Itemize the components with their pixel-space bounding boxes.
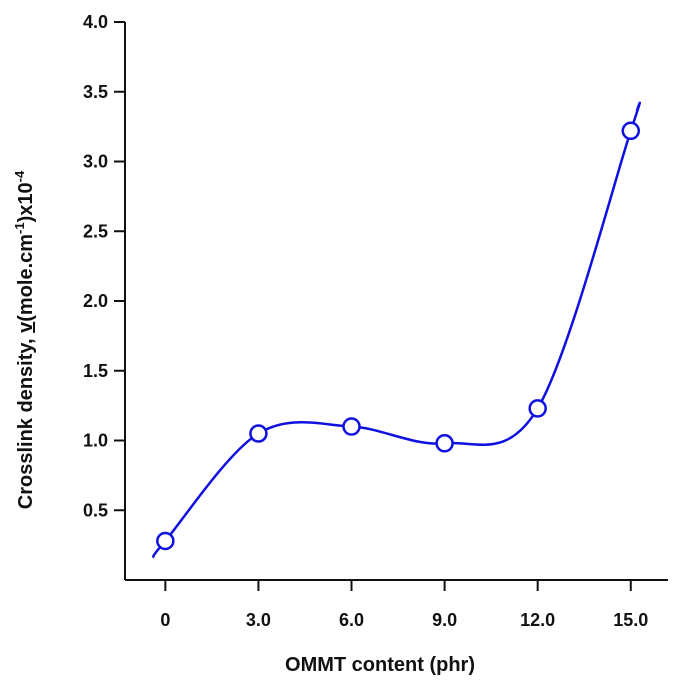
y-tick-label-0: 0.5 <box>83 500 108 520</box>
y-axis-title-unit-exponent: -1 <box>12 222 27 234</box>
data-points <box>156 121 641 551</box>
y-tick-label-6: 3.5 <box>83 82 108 102</box>
y-axis-title-suffix-exponent: -4 <box>12 170 27 182</box>
y-tick-label-1: 1.0 <box>83 431 108 451</box>
y-axis-title: Crosslink density, v(mole.cm-1)x10-4 <box>12 170 37 509</box>
data-point-0 <box>156 531 175 551</box>
y-tick-label-7: 4.0 <box>83 12 108 32</box>
x-axis-title: OMMT content (phr) <box>285 654 475 676</box>
x-tick-label-3: 9.0 <box>432 610 457 630</box>
y-ticks: 0.5 1.0 1.5 2.0 2.5 3.0 3.5 4.0 <box>83 12 125 520</box>
x-tick-label-0: 0 <box>160 610 170 630</box>
data-point-2 <box>342 417 361 436</box>
y-tick-label-2: 1.5 <box>83 361 108 381</box>
y-tick-label-4: 2.5 <box>83 221 108 241</box>
y-tick-label-3: 2.0 <box>83 291 108 311</box>
y-axis-title-prefix: Crosslink density, <box>15 333 37 509</box>
x-tick-label-1: 3.0 <box>246 610 271 630</box>
x-ticks: 0 3.0 6.0 9.0 12.0 15.0 <box>160 580 648 630</box>
data-point-3 <box>435 434 454 453</box>
x-tick-label-4: 12.0 <box>520 610 555 630</box>
series-curve <box>151 101 642 559</box>
data-point-5 <box>621 121 641 141</box>
data-point-4 <box>528 399 547 418</box>
y-tick-label-5: 3.0 <box>83 152 108 172</box>
data-point-1 <box>249 424 268 443</box>
x-tick-label-2: 6.0 <box>339 610 364 630</box>
y-axis-title-symbol: v <box>15 321 37 333</box>
y-axis-title-suffix: )x10 <box>15 182 37 222</box>
y-axis-title-unit: (mole.cm <box>15 234 37 322</box>
x-tick-label-5: 15.0 <box>613 610 648 630</box>
